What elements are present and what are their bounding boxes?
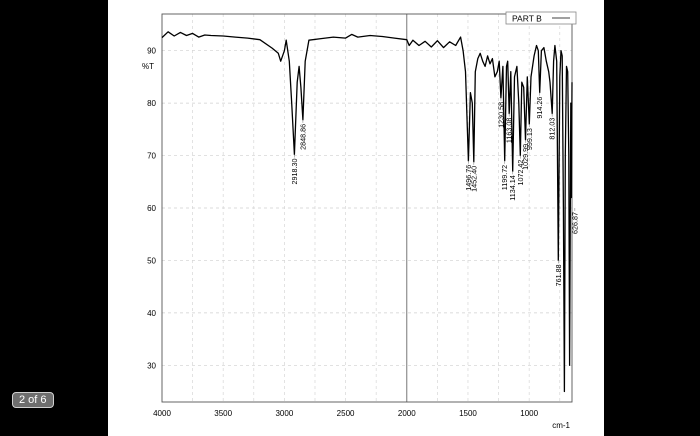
x-tick-label: 3500 [214, 409, 232, 418]
peak-label: 1199.72 [500, 165, 509, 190]
y-tick-label: 60 [147, 204, 156, 213]
peak-label: 1029.99 [521, 144, 530, 170]
x-tick-label: 1500 [459, 409, 477, 418]
y-tick-label: 30 [147, 361, 156, 370]
y-tick-label: 70 [147, 152, 156, 161]
ir-spectrum-chart: 30 40 50 60 70 80 90 4000 3500 3000 2500 2000 1500 10… [142, 11, 579, 430]
series-layer [161, 31, 573, 393]
x-tick-label: 3000 [275, 409, 293, 418]
grid-layer [162, 14, 572, 402]
peak-label: 1072.42 [516, 160, 525, 186]
peak-label: 812.03 [548, 118, 557, 140]
legend-box [505, 11, 577, 25]
y-tick-label: 90 [147, 47, 156, 56]
page-indicator-badge[interactable]: 2 of 6 [12, 392, 54, 408]
peak-label: 2918.30 [290, 159, 299, 185]
x-tick-label: 2500 [337, 409, 355, 418]
peak-label: 1163.08 [505, 118, 514, 143]
x-axis-label: cm-1 [552, 421, 570, 430]
peak-label: 626.87 [570, 212, 579, 234]
y-axis-label: %T [142, 62, 154, 71]
peak-label: 761.88 [554, 264, 563, 286]
legend-label: PART B [512, 14, 542, 24]
page-sheet: 30 40 50 60 70 80 90 4000 3500 3000 2500 2000 1500 10… [108, 0, 604, 436]
plot-frame [161, 13, 573, 403]
y-tick-label: 80 [147, 99, 156, 108]
peak-label: 2848.86 [298, 124, 307, 150]
peak-label: 1452.40 [469, 166, 478, 192]
x-tick-label: 2000 [398, 409, 416, 418]
x-tick-label: 4000 [153, 409, 171, 418]
legend: PART B [505, 11, 577, 25]
spectrum-line [161, 31, 573, 393]
y-tick-label: 40 [147, 309, 156, 318]
axes-layer: 30 40 50 60 70 80 90 4000 3500 3000 2500 2000 1500 10… [142, 13, 573, 430]
peak-label: 1134.14 [508, 175, 517, 200]
y-tick-label: 50 [147, 256, 156, 265]
x-tick-label: 1000 [520, 409, 538, 418]
peak-label: 1230.58 [496, 102, 505, 128]
peak-label: 1496.76 [464, 165, 473, 191]
peak-label: 914.26 [535, 97, 544, 119]
peak-label: 999.13 [525, 128, 534, 150]
